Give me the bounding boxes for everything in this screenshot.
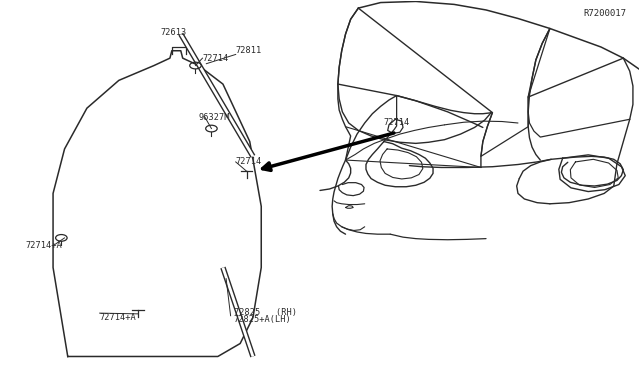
Text: 72714: 72714: [236, 157, 262, 166]
Text: 72825   (RH): 72825 (RH): [234, 308, 297, 317]
Text: 96327M: 96327M: [198, 113, 230, 122]
Text: 72714+A: 72714+A: [25, 241, 61, 250]
Text: 72714: 72714: [384, 119, 410, 128]
Text: 72811: 72811: [236, 46, 262, 55]
Text: 72613: 72613: [160, 28, 186, 37]
Text: R7200017: R7200017: [584, 9, 627, 18]
Text: 72825+A(LH): 72825+A(LH): [234, 315, 292, 324]
Text: 72714: 72714: [202, 54, 228, 62]
Text: 72714+A: 72714+A: [100, 313, 136, 322]
